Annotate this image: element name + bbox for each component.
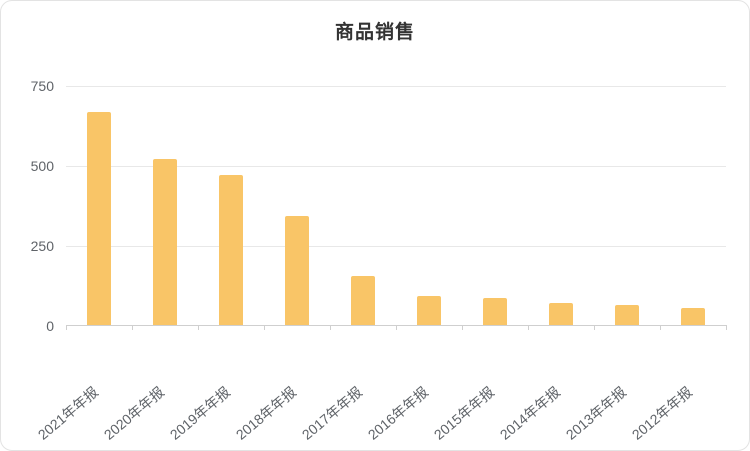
y-axis-label: 750 — [30, 78, 54, 94]
plot-area: 0 250 500 750 — [31, 79, 727, 333]
x-axis-label: 2017年年报 — [298, 383, 366, 443]
x-axis-tick — [132, 325, 133, 330]
bar[interactable] — [483, 298, 507, 325]
x-axis-label: 2013年年报 — [562, 383, 630, 443]
x-axis-tick — [528, 325, 529, 330]
bar[interactable] — [615, 305, 639, 325]
x-axis-label: 2012年年报 — [628, 383, 696, 443]
bar[interactable] — [219, 175, 243, 325]
bar[interactable] — [153, 159, 177, 325]
x-axis-label: 2019年年报 — [166, 383, 234, 443]
x-axis-tick — [726, 325, 727, 330]
y-axis-label: 500 — [30, 158, 54, 174]
bar[interactable] — [681, 308, 705, 325]
gridline — [66, 246, 726, 247]
bar[interactable] — [549, 303, 573, 325]
x-axis-label: 2018年年报 — [232, 383, 300, 443]
x-axis-label: 2021年年报 — [34, 383, 102, 443]
chart-title: 商品销售 — [334, 22, 415, 43]
x-axis-label: 2015年年报 — [430, 383, 498, 443]
x-axis-label: 2016年年报 — [364, 383, 432, 443]
bar[interactable] — [285, 216, 309, 325]
gridline — [66, 166, 726, 167]
x-axis-tick — [462, 325, 463, 330]
x-axis-label: 2014年年报 — [496, 383, 564, 443]
bar[interactable] — [351, 276, 375, 325]
bar[interactable] — [87, 112, 111, 325]
x-axis-labels: 2021年年报 2020年年报 2019年年报 2018年年报 2017年年报 2016年… — [35, 335, 726, 443]
gridline — [66, 86, 726, 87]
x-axis-tick — [594, 325, 595, 330]
x-axis-tick — [66, 325, 67, 330]
y-axis-label: 250 — [30, 238, 54, 254]
x-axis-tick — [264, 325, 265, 330]
bar[interactable] — [417, 296, 441, 325]
x-axis-tick — [330, 325, 331, 330]
x-axis-label: 2020年年报 — [100, 383, 168, 443]
x-axis-tick — [660, 325, 661, 330]
x-axis-tick — [198, 325, 199, 330]
y-axis-label: 0 — [46, 318, 54, 334]
x-axis-tick — [396, 325, 397, 330]
